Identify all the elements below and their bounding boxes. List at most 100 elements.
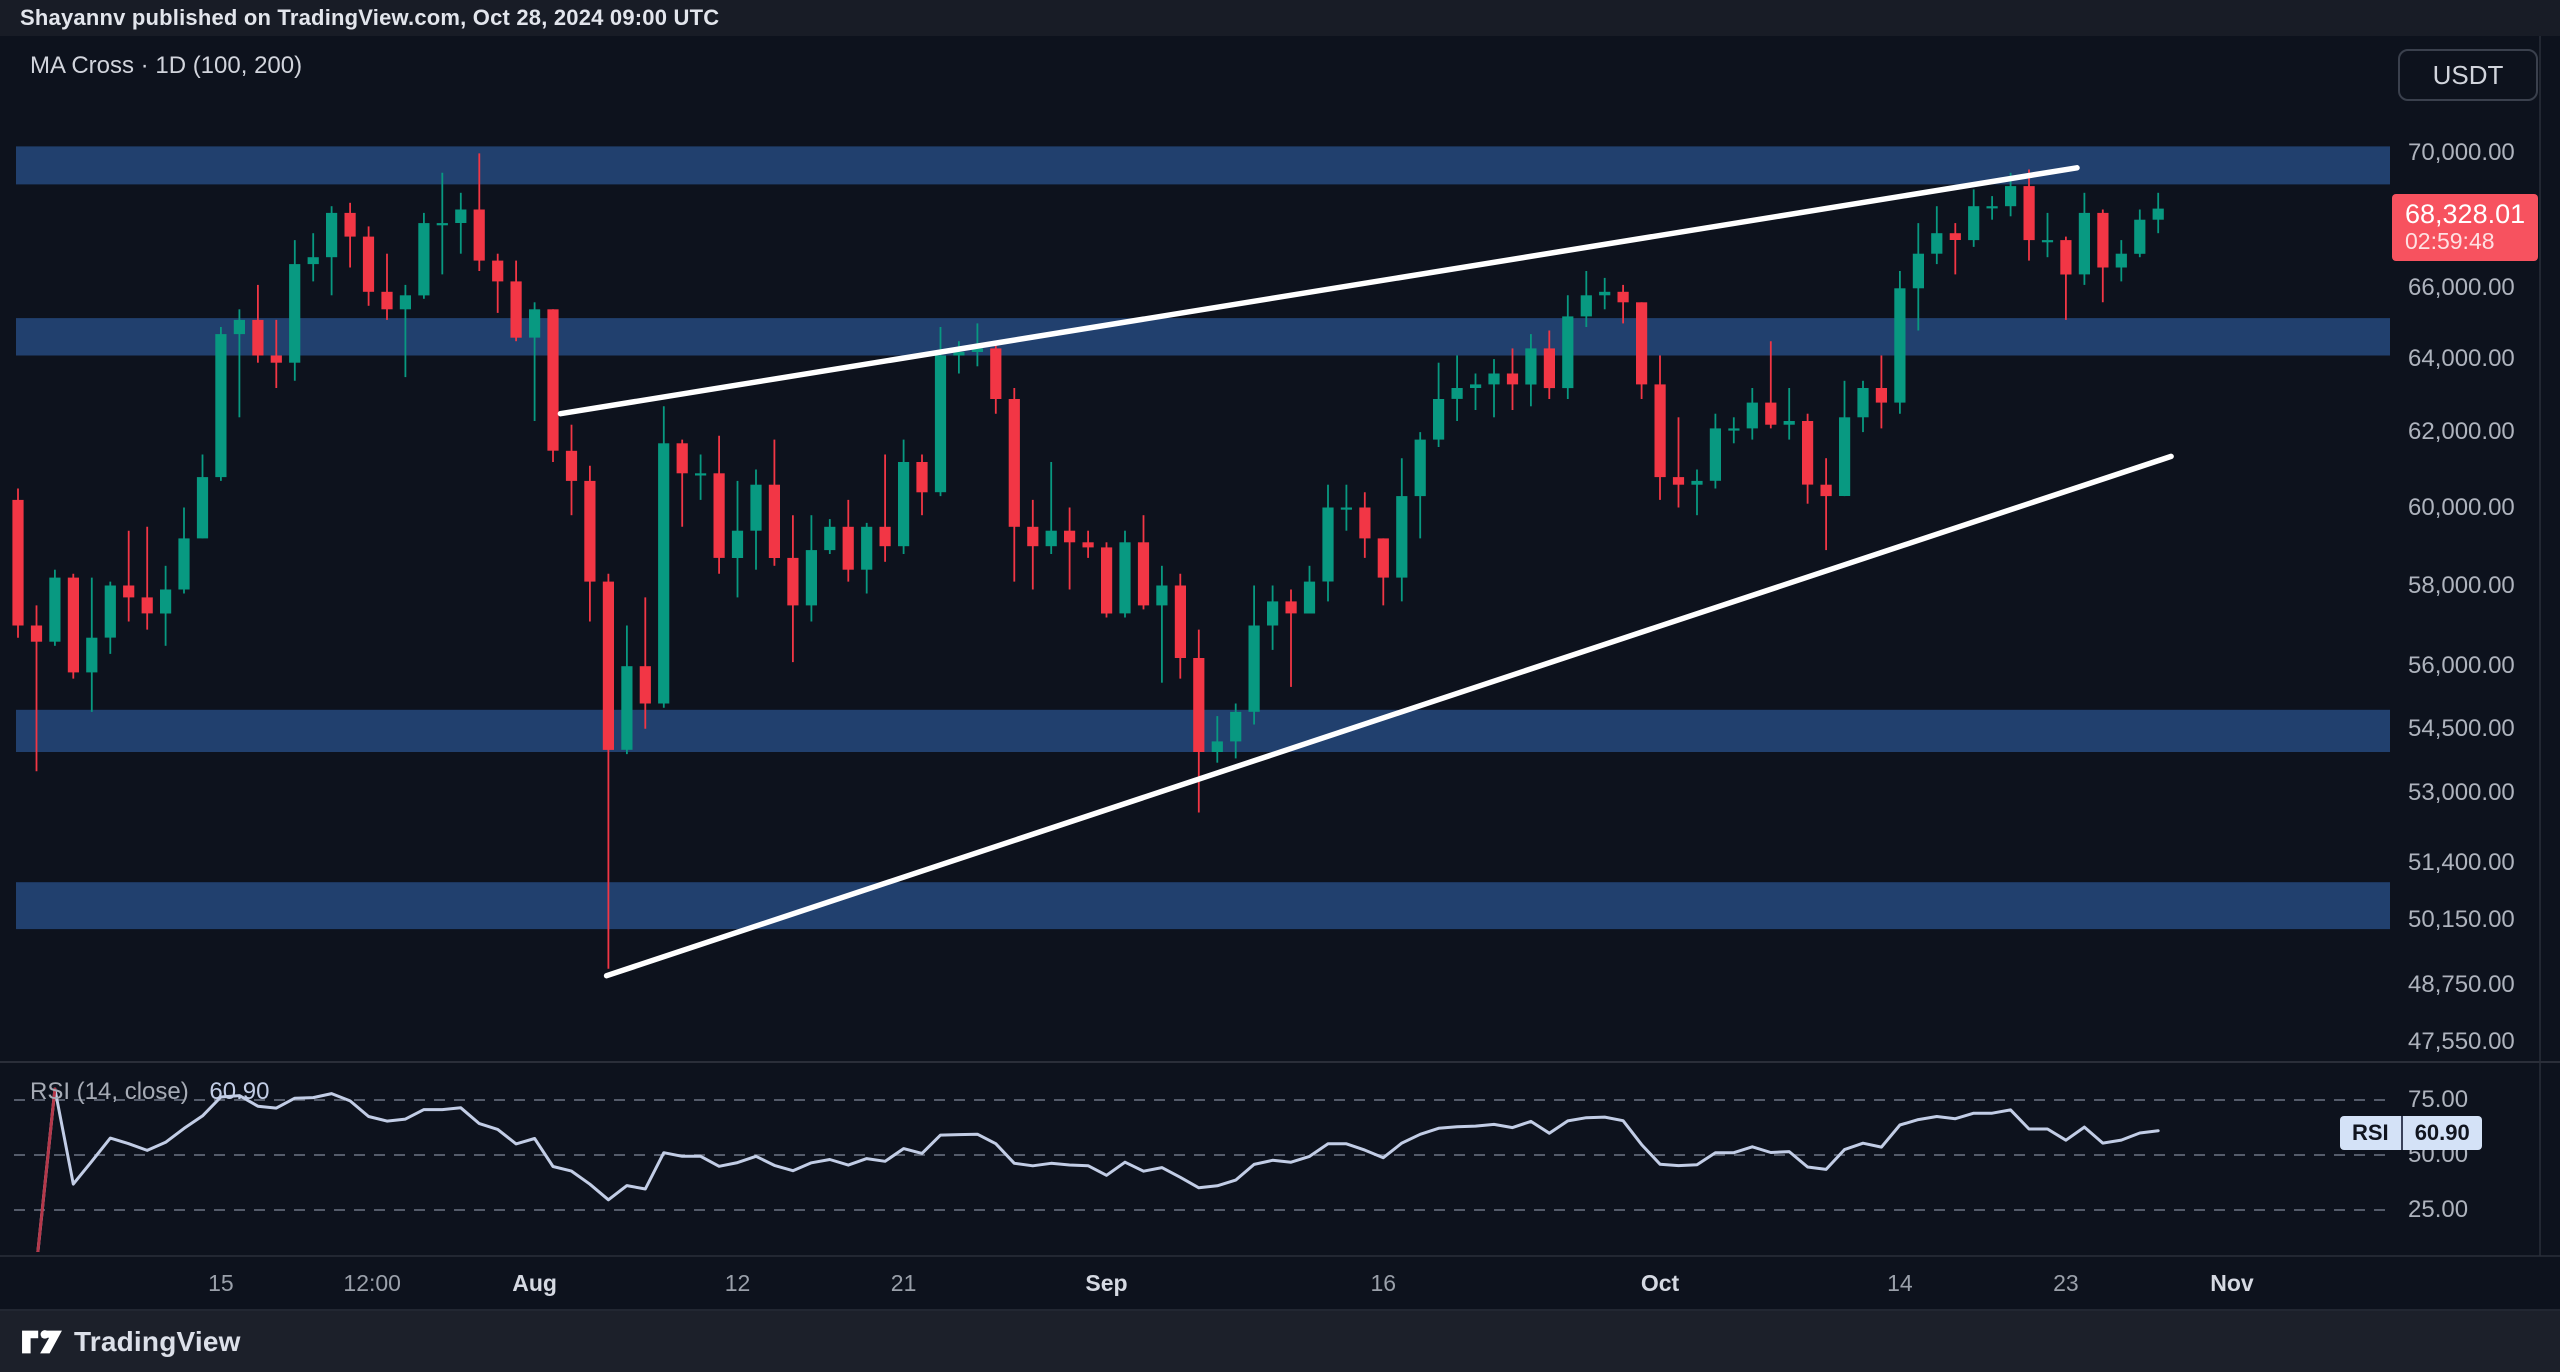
- last-price-badge: 68,328.01 02:59:48: [2392, 194, 2538, 261]
- indicator-legend[interactable]: MA Cross · 1D (100, 200): [30, 52, 303, 79]
- attribution-bar: Shayannv published on TradingView.com, O…: [0, 0, 2560, 36]
- candle: [1322, 484, 1334, 602]
- price-axis-label: 70,000.00: [2408, 139, 2515, 166]
- candle: [2134, 209, 2146, 258]
- tradingview-brand-text[interactable]: TradingView: [74, 1325, 241, 1357]
- candle: [1377, 538, 1389, 606]
- candle: [1156, 565, 1168, 683]
- candle: [104, 581, 116, 654]
- candle: [215, 327, 227, 481]
- candle: [30, 605, 43, 772]
- rsi-legend-value: 60.90: [209, 1078, 270, 1105]
- candle: [2078, 192, 2090, 285]
- candle: [731, 480, 744, 598]
- candle: [1912, 223, 1924, 331]
- candle: [196, 454, 209, 539]
- candle: [1636, 302, 1648, 399]
- candle-countdown: 02:59:48: [2405, 228, 2495, 255]
- trendline-upper[interactable]: [557, 165, 2080, 417]
- candle: [1654, 355, 1666, 500]
- candle: [547, 309, 559, 462]
- tradingview-logo-icon[interactable]: [20, 1323, 64, 1361]
- price-axis-label: 64,000.00: [2408, 345, 2515, 373]
- candle: [1599, 277, 1611, 310]
- time-axis-label: Sep: [1085, 1270, 1128, 1296]
- rsi-legend[interactable]: RSI (14, close) 60.90: [30, 1078, 269, 1106]
- candle: [1875, 355, 1887, 429]
- rsi-legend-label: RSI (14, close): [30, 1078, 189, 1105]
- candle: [233, 309, 245, 418]
- candle: [141, 526, 153, 630]
- candle: [326, 206, 338, 296]
- candle: [824, 519, 836, 554]
- candle: [1931, 206, 1943, 265]
- candle: [1267, 585, 1279, 650]
- candle: [252, 284, 264, 363]
- price-axis-label: 60,000.00: [2408, 493, 2515, 521]
- candle: [1857, 380, 1869, 433]
- candle: [916, 454, 928, 516]
- currency-toggle-button[interactable]: USDT: [2398, 49, 2538, 101]
- candle: [602, 573, 614, 969]
- price-axis-label: 47,550.00: [2408, 1028, 2515, 1056]
- candle: [1193, 629, 1205, 813]
- time-axis-label: 16: [1370, 1270, 1397, 1296]
- candle: [1543, 330, 1555, 399]
- time-axis-label: 12: [724, 1270, 751, 1296]
- candle: [584, 465, 596, 622]
- candle: [344, 202, 356, 268]
- sr-band: [16, 146, 2390, 185]
- candle: [861, 522, 873, 594]
- price-axis-label: 51,400.00: [2408, 849, 2515, 877]
- candle: [1451, 355, 1463, 421]
- candle: [787, 515, 799, 663]
- candle: [934, 327, 947, 497]
- price-axis-label: 62,000.00: [2408, 418, 2515, 446]
- candle: [1746, 388, 1758, 440]
- rsi-value-badge: RSI 60.90: [2340, 1116, 2482, 1150]
- candle: [1691, 469, 1703, 516]
- price-axis-label: 48,750.00: [2408, 971, 2515, 999]
- candle: [898, 439, 910, 554]
- candle: [621, 625, 633, 755]
- candle: [1303, 565, 1316, 614]
- time-axis-label: Aug: [512, 1270, 557, 1296]
- candle: [473, 153, 485, 271]
- candle: [1709, 413, 1721, 489]
- candle: [1082, 530, 1094, 558]
- candle: [455, 192, 467, 254]
- candle: [1340, 484, 1352, 531]
- sr-band: [16, 318, 2390, 356]
- candle: [307, 233, 319, 282]
- candle: [1820, 458, 1832, 551]
- time-axis-label: Nov: [2210, 1270, 2254, 1296]
- candle: [658, 406, 670, 708]
- rsi-axis-label: 25.00: [2408, 1196, 2469, 1223]
- price-axis-label: 53,000.00: [2408, 778, 2515, 806]
- last-price-value: 68,328.01: [2405, 199, 2526, 229]
- candle: [510, 260, 522, 342]
- candle: [713, 435, 725, 574]
- candle: [289, 240, 301, 381]
- candle: [1802, 413, 1814, 504]
- candle: [399, 284, 411, 378]
- candle: [750, 469, 762, 570]
- time-axis-label: 15: [208, 1270, 234, 1296]
- candle: [1470, 373, 1482, 410]
- candle: [1119, 530, 1131, 618]
- candle: [381, 253, 393, 320]
- candle: [1672, 417, 1685, 508]
- rsi-axis-label: 75.00: [2408, 1086, 2469, 1113]
- candle: [990, 341, 1002, 414]
- rsi-badge-divider: [2400, 1116, 2403, 1150]
- candle: [2097, 209, 2109, 303]
- candle: [1765, 341, 1777, 429]
- price-axis-label: 54,500.00: [2408, 714, 2515, 742]
- candle: [1396, 458, 1408, 602]
- candle: [270, 319, 282, 388]
- candle: [1617, 284, 1629, 324]
- candle: [2115, 240, 2127, 282]
- trendline-lower[interactable]: [603, 453, 2174, 979]
- time-axis-label: Oct: [1640, 1270, 1680, 1296]
